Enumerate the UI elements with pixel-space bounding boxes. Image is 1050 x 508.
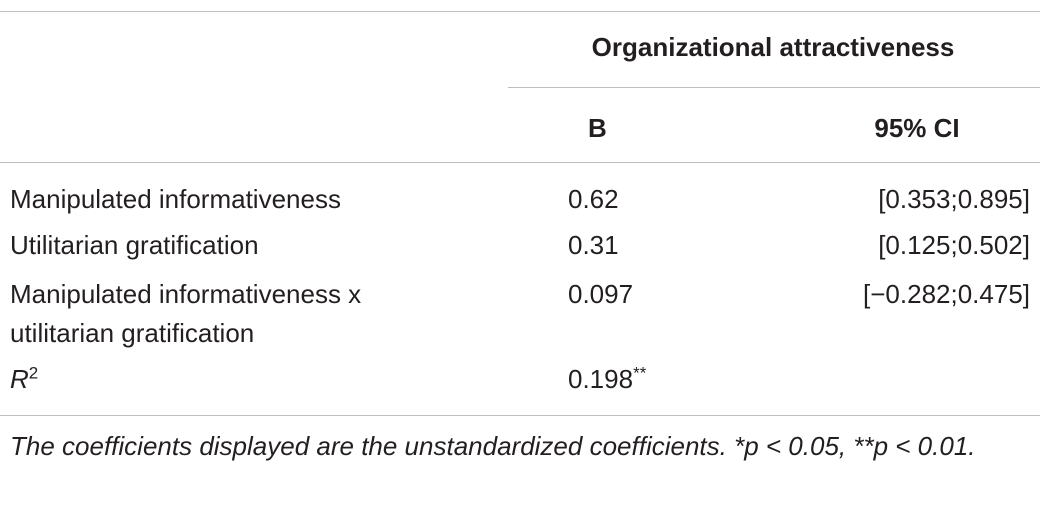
- group-rule: [508, 87, 1040, 88]
- cell: 0.31: [568, 230, 619, 260]
- header-rule: [0, 162, 1040, 163]
- column-header: B: [588, 113, 607, 143]
- column-header: 95% CI: [874, 113, 960, 143]
- row-label: Manipulated informativeness x: [10, 279, 362, 309]
- cell: [0.125;0.502]: [878, 230, 1030, 260]
- group-header: Organizational attractiveness: [591, 32, 955, 62]
- row-label: R2: [10, 364, 38, 394]
- cell: [0.353;0.895]: [878, 184, 1030, 214]
- label-superscript: 2: [28, 363, 39, 383]
- row-label: Manipulated informativeness: [10, 184, 341, 214]
- label-text: R: [10, 364, 29, 394]
- cell: 0.198**: [568, 364, 646, 394]
- cell: 0.62: [568, 184, 619, 214]
- cell-text: 0.198: [568, 364, 634, 394]
- cell: [−0.282;0.475]: [863, 279, 1030, 309]
- cell: 0.097: [568, 279, 634, 309]
- top-rule: [0, 11, 1040, 12]
- bottom-rule: [0, 415, 1040, 416]
- cell-superscript: **: [633, 363, 647, 383]
- row-label: utilitarian gratification: [10, 318, 255, 348]
- row-label: Utilitarian gratification: [10, 230, 259, 260]
- footnote: The coefficients displayed are the unsta…: [10, 431, 976, 461]
